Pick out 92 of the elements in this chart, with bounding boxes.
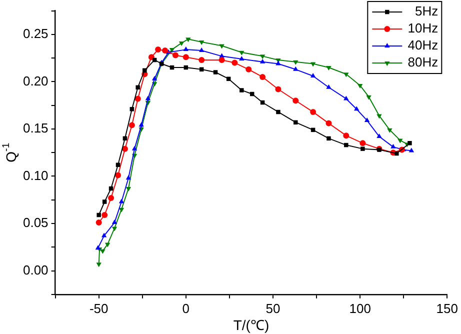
y-tick-label: 0.00 bbox=[22, 262, 48, 278]
point bbox=[360, 140, 366, 146]
point bbox=[186, 38, 191, 42]
point bbox=[408, 141, 412, 146]
point bbox=[112, 220, 118, 224]
point bbox=[128, 122, 135, 128]
point bbox=[178, 41, 184, 46]
legend-label: 40Hz bbox=[408, 38, 438, 53]
x-tick-label: 100 bbox=[349, 300, 371, 316]
point bbox=[364, 117, 370, 122]
point bbox=[387, 128, 392, 133]
point bbox=[162, 48, 168, 54]
point bbox=[104, 242, 110, 248]
point bbox=[155, 46, 162, 53]
legend-label: 80Hz bbox=[408, 54, 438, 70]
point bbox=[96, 220, 102, 226]
y-tick-label: 0.20 bbox=[22, 73, 48, 88]
point bbox=[169, 48, 175, 53]
point bbox=[132, 146, 138, 150]
point bbox=[326, 136, 331, 141]
point bbox=[172, 52, 178, 58]
point bbox=[292, 98, 299, 104]
point bbox=[100, 249, 106, 254]
point bbox=[108, 194, 114, 201]
point bbox=[326, 120, 332, 126]
point bbox=[102, 200, 107, 204]
point bbox=[134, 96, 141, 102]
legend-label: 10Hz bbox=[408, 20, 438, 36]
point bbox=[260, 58, 266, 64]
point bbox=[232, 60, 238, 66]
point bbox=[294, 120, 298, 124]
point bbox=[115, 172, 121, 178]
point bbox=[344, 142, 348, 148]
point bbox=[145, 96, 151, 100]
point bbox=[152, 76, 158, 80]
point bbox=[218, 56, 225, 63]
point bbox=[360, 146, 365, 151]
point bbox=[390, 144, 396, 148]
x-tick-label: 50 bbox=[266, 300, 280, 316]
point bbox=[357, 84, 363, 88]
point bbox=[182, 54, 189, 60]
point bbox=[198, 40, 204, 45]
point bbox=[239, 56, 244, 61]
point bbox=[276, 110, 280, 114]
point bbox=[343, 132, 350, 139]
point bbox=[118, 198, 124, 204]
point bbox=[293, 66, 298, 71]
point bbox=[408, 148, 414, 152]
x-tick-label: -50 bbox=[89, 300, 108, 316]
y-tick-label: 0.25 bbox=[22, 26, 48, 42]
point bbox=[213, 70, 218, 74]
point bbox=[96, 262, 102, 268]
legend-label: 5Hz bbox=[415, 4, 438, 19]
point bbox=[293, 60, 298, 65]
point bbox=[95, 245, 101, 250]
point bbox=[354, 106, 360, 111]
point bbox=[310, 62, 316, 67]
point bbox=[136, 85, 140, 90]
point bbox=[310, 73, 316, 78]
y-tick-label: 0.10 bbox=[22, 168, 48, 183]
y-tick-label: 0.15 bbox=[22, 120, 48, 136]
y-tick-label: 0.05 bbox=[22, 215, 48, 230]
point bbox=[96, 212, 101, 218]
point bbox=[183, 46, 189, 52]
point bbox=[326, 66, 332, 71]
point bbox=[376, 134, 382, 138]
point bbox=[260, 74, 266, 80]
point bbox=[226, 76, 231, 81]
point bbox=[126, 187, 132, 192]
point bbox=[198, 56, 205, 63]
point bbox=[376, 114, 382, 119]
point bbox=[148, 54, 154, 60]
point bbox=[240, 88, 244, 92]
point bbox=[112, 226, 118, 232]
y-axis-title: Q-1 bbox=[1, 142, 19, 162]
point bbox=[344, 72, 349, 78]
x-tick-label: 150 bbox=[436, 300, 458, 316]
point bbox=[102, 212, 108, 218]
point bbox=[101, 232, 107, 238]
point bbox=[246, 66, 252, 72]
point bbox=[275, 86, 282, 92]
point bbox=[394, 151, 399, 156]
point bbox=[126, 175, 132, 180]
point bbox=[310, 108, 316, 115]
point bbox=[326, 84, 332, 89]
point bbox=[198, 48, 204, 52]
x-axis-title: T/(℃) bbox=[233, 316, 270, 333]
point bbox=[239, 50, 244, 56]
point bbox=[142, 68, 147, 72]
point bbox=[260, 54, 266, 60]
point bbox=[366, 95, 372, 100]
x-tick-label: 0 bbox=[182, 300, 190, 316]
